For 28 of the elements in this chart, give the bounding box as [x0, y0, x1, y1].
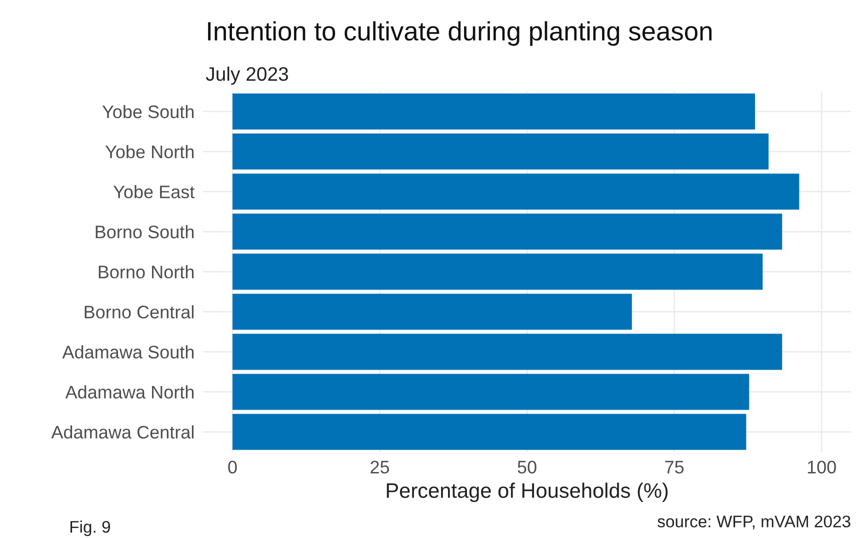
y-tick-label: Adamawa North: [65, 385, 194, 399]
bar: [232, 134, 769, 170]
y-tick-label: Borno North: [98, 265, 194, 278]
y-tick-label: Adamawa Central: [51, 425, 194, 439]
bar: [232, 294, 632, 330]
bar: [232, 93, 756, 130]
caption: Fig. 9: [70, 520, 110, 536]
x-tick-label: 25: [370, 460, 390, 474]
x-tick-label: 75: [665, 460, 684, 474]
chart-subtitle: July 2023: [206, 66, 288, 85]
x-tick-label: 0: [228, 460, 237, 474]
y-tick-label: Borno South: [96, 225, 194, 238]
bar: [232, 254, 763, 290]
x-axis-title: Percentage of Households (%): [386, 482, 668, 502]
bar: [232, 414, 746, 450]
y-tick-label: Borno Central: [84, 305, 194, 318]
bar: [232, 374, 750, 410]
bar: [232, 174, 800, 210]
y-tick-label: Yobe East: [113, 185, 195, 198]
x-tick-label: 100: [808, 460, 836, 474]
x-tick-label: 50: [518, 460, 536, 474]
bar: [232, 334, 782, 370]
bar: [232, 214, 782, 250]
chart-title: Intention to cultivate during planting season: [208, 21, 712, 46]
y-tick-label: Adamawa South: [62, 345, 194, 359]
y-tick-label: Yobe South: [102, 104, 194, 118]
source-note: source: WFP, mVAM 2023: [658, 516, 850, 530]
y-tick-label: Yobe North: [105, 144, 194, 158]
